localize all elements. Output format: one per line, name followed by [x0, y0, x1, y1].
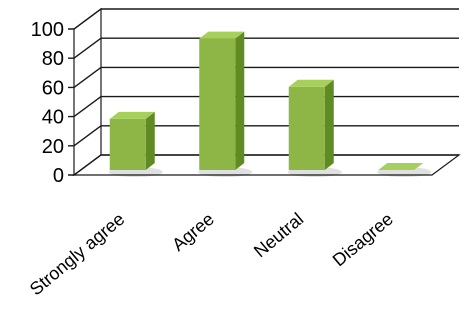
bar-top: [288, 79, 334, 87]
x-category-label: Strongly agree: [26, 209, 129, 300]
bar-side: [235, 31, 245, 170]
y-tick-label: 60: [42, 77, 64, 99]
x-category-label: Neutral: [250, 209, 307, 262]
x-category-label: Agree: [168, 209, 218, 255]
x-category-label: Disagree: [329, 209, 397, 271]
bar-top: [199, 31, 245, 39]
gridline-0: [68, 154, 459, 176]
y-tick-label: 80: [42, 48, 64, 70]
y-tick-label: 40: [42, 107, 64, 129]
bars: [108, 31, 432, 177]
bar-front: [199, 38, 236, 170]
bar-side: [324, 79, 334, 170]
bar-neutral: [287, 79, 342, 177]
y-tick-label: 100: [31, 19, 64, 41]
gridline-20: [68, 125, 459, 147]
gridline-60: [68, 66, 459, 89]
gridlines: [68, 8, 459, 176]
bar-front: [288, 86, 325, 170]
y-axis-tick-labels: 0 20 40 60 80 100: [31, 19, 64, 187]
bar-disagree: [377, 163, 432, 177]
bar-strongly-agree: [108, 111, 163, 177]
gridline-80: [68, 37, 459, 59]
bar-top: [109, 111, 155, 119]
x-axis-category-labels: Strongly agree Agree Neutral Disagree: [26, 209, 397, 300]
side-wall: [73, 7, 102, 177]
y-tick-label: 20: [42, 136, 64, 158]
bar-top: [378, 163, 424, 170]
gridline-40: [68, 95, 459, 118]
y-tick-label: 0: [53, 165, 64, 187]
gridline-100: [68, 8, 459, 30]
bar-side: [145, 111, 155, 170]
bar-front: [109, 118, 146, 170]
bar-agree: [198, 31, 253, 177]
